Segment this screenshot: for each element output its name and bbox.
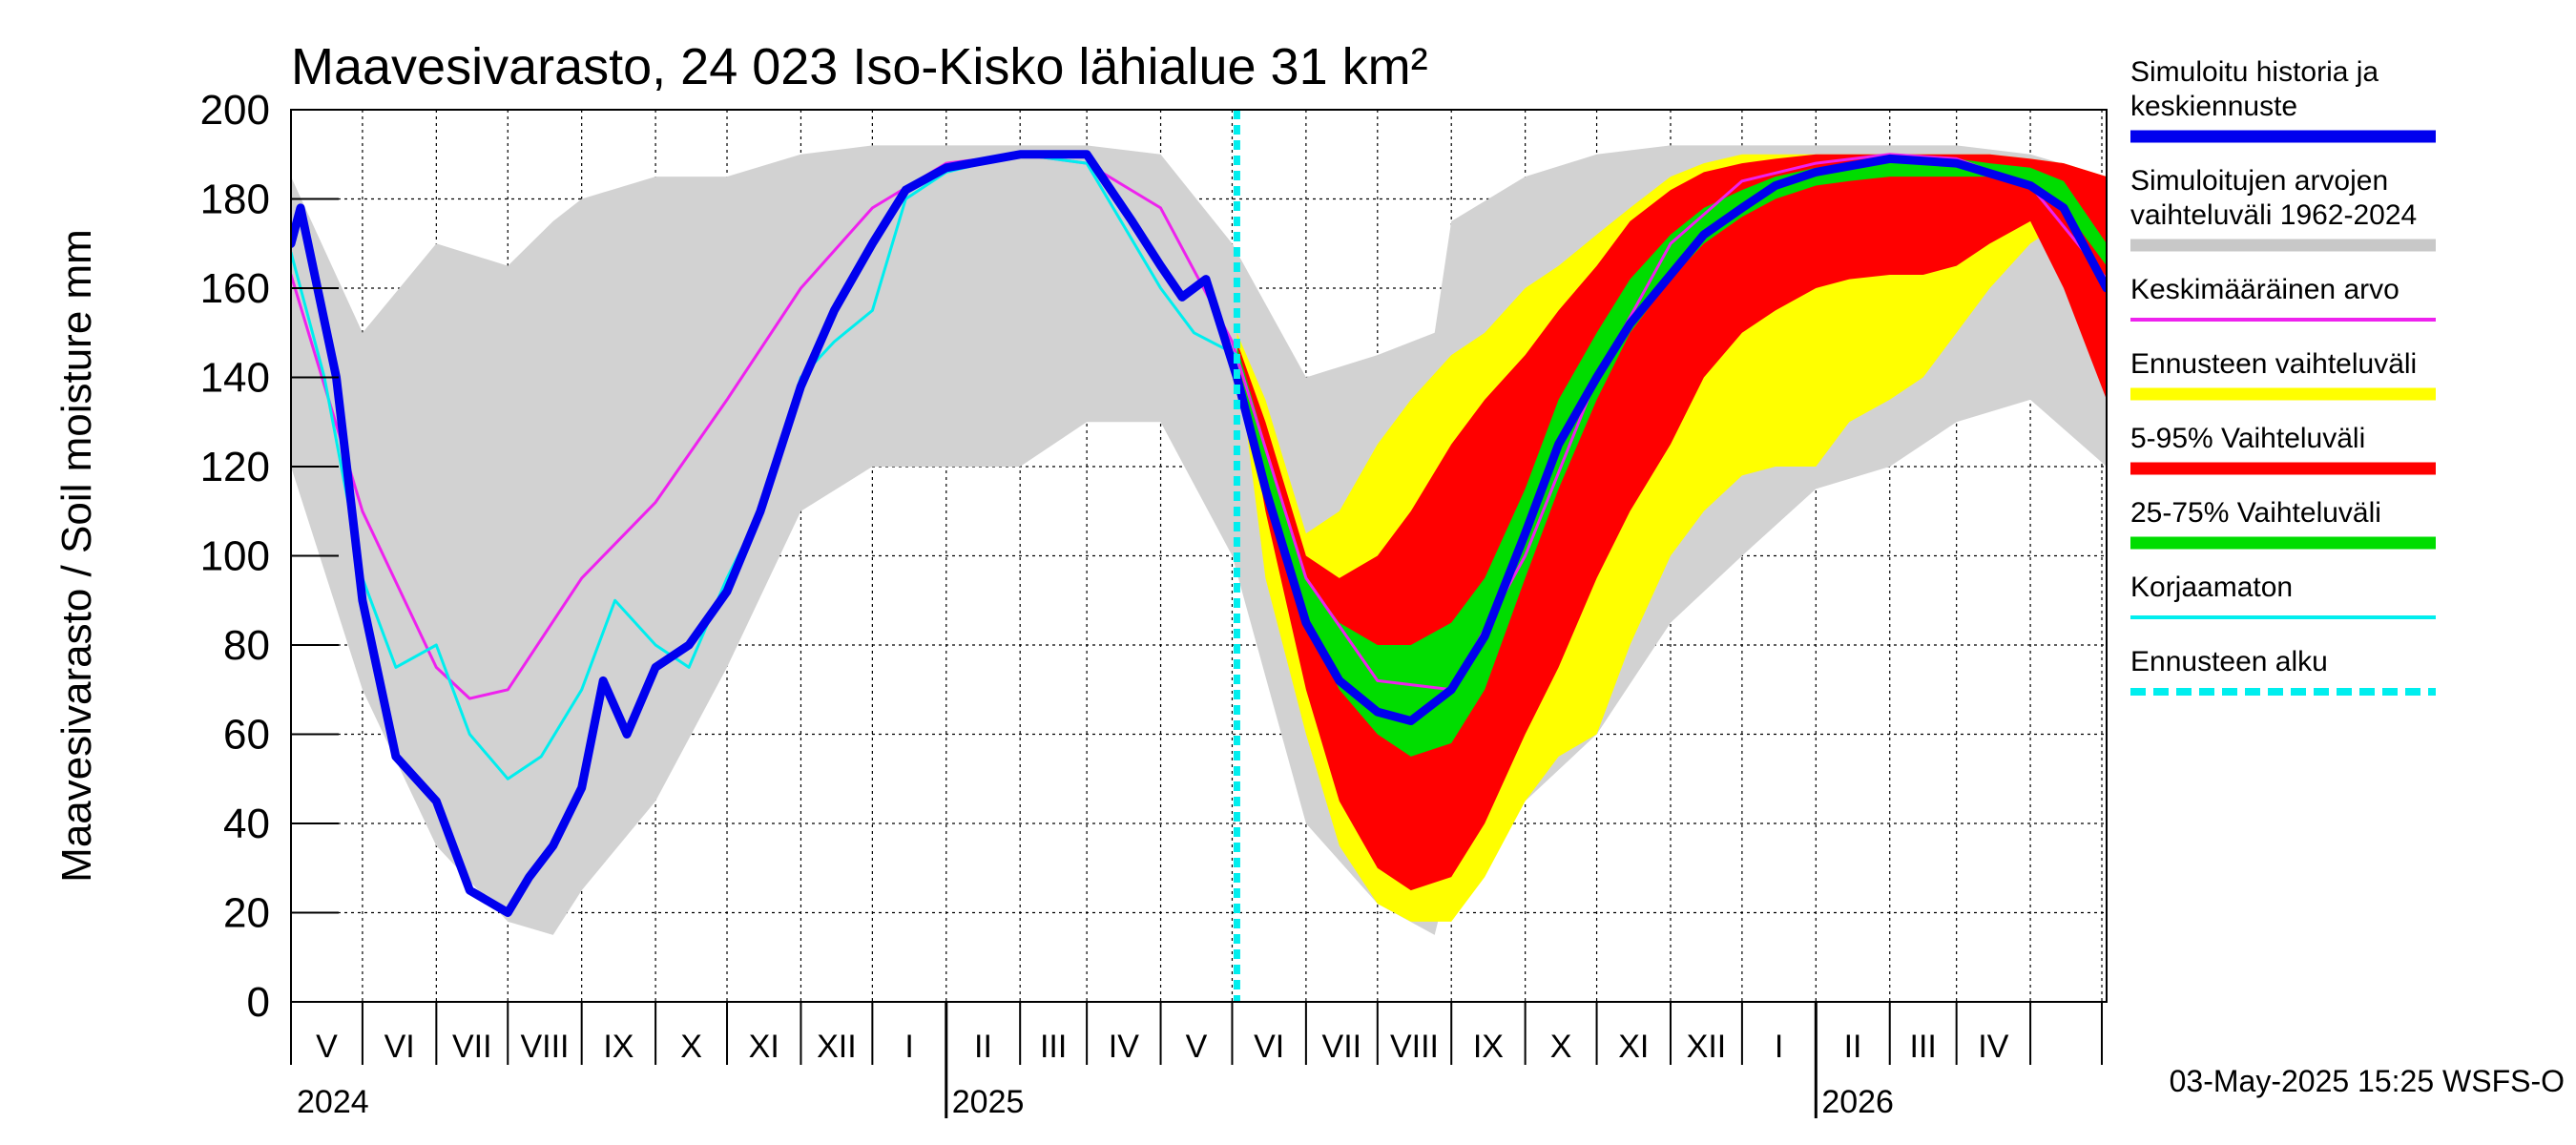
x-month-label: XI	[1618, 1029, 1649, 1065]
x-month-label: VI	[1254, 1029, 1284, 1065]
x-month-label: IX	[1473, 1029, 1504, 1065]
legend-item-keskim-r-inen-arvo: Keskimääräinen arvo	[2130, 274, 2436, 322]
legend-item-25-75-vaihteluv-li: 25-75% Vaihteluväli	[2130, 497, 2436, 550]
x-year-label: 2024	[297, 1084, 369, 1120]
x-month-label: XII	[1687, 1029, 1727, 1065]
legend-item-ennusteen-vaihteluv-li: Ennusteen vaihteluväli	[2130, 348, 2436, 401]
x-month-label: IX	[603, 1029, 634, 1065]
x-month-label: X	[1550, 1029, 1572, 1065]
y-axis-label: Maavesivarasto / Soil moisture mm	[53, 229, 100, 883]
y-tick-label: 100	[200, 533, 270, 580]
y-tick-label: 140	[200, 355, 270, 402]
chart-title: Maavesivarasto, 24 023 Iso-Kisko lähialu…	[291, 38, 1428, 95]
x-month-label: X	[680, 1029, 702, 1065]
x-month-label: V	[316, 1029, 338, 1065]
y-tick-label: 60	[223, 712, 270, 759]
legend-label: 5-95% Vaihteluväli	[2130, 423, 2365, 454]
line-simuloitu-historia-ja-keskiennuste	[291, 150, 2107, 917]
x-month-label: VI	[384, 1029, 415, 1065]
x-month-label: II	[974, 1029, 992, 1065]
x-month-label: III	[1910, 1029, 1937, 1065]
y-tick-label: 20	[223, 890, 270, 937]
x-year-label: 2025	[952, 1084, 1025, 1120]
y-tick-label: 40	[223, 801, 270, 847]
y-tick-label: 200	[200, 87, 270, 134]
x-month-label: XII	[817, 1029, 857, 1065]
x-month-label: I	[904, 1029, 913, 1065]
legend-label: Ennusteen vaihteluväli	[2130, 348, 2417, 380]
x-month-label: I	[1775, 1029, 1783, 1065]
x-month-label: VIII	[1390, 1029, 1439, 1065]
x-month-label: III	[1040, 1029, 1067, 1065]
legend-label: keskiennuste	[2130, 91, 2297, 122]
x-year-label: 2026	[1821, 1084, 1894, 1120]
y-tick-label: 80	[223, 622, 270, 669]
legend-label: Simuloitujen arvojen	[2130, 165, 2388, 197]
legend-item-korjaamaton: Korjaamaton	[2130, 572, 2436, 619]
y-tick-label: 0	[247, 979, 270, 1026]
x-month-label: V	[1186, 1029, 1208, 1065]
x-month-label: IV	[1109, 1029, 1139, 1065]
legend-item-ennusteen-alku: Ennusteen alku	[2130, 646, 2436, 696]
legend-label: Korjaamaton	[2130, 572, 2293, 603]
y-tick-label: 160	[200, 265, 270, 312]
legend: Simuloitu historia jakeskiennusteSimuloi…	[2130, 56, 2436, 696]
legend-label: Ennusteen alku	[2130, 646, 2328, 677]
y-tick-label: 120	[200, 444, 270, 490]
x-month-label: II	[1844, 1029, 1862, 1065]
legend-label: Keskimääräinen arvo	[2130, 274, 2399, 305]
x-month-label: VII	[1322, 1029, 1362, 1065]
x-month-label: XI	[749, 1029, 779, 1065]
legend-label: 25-75% Vaihteluväli	[2130, 497, 2381, 529]
x-axis: V VI VII VIII IX X XI XII I II III IV V VI VII VIII IX X X…	[290, 1002, 2104, 1120]
y-axis: 0 20 40 60 80 100 120 140 160 180 200	[200, 87, 339, 1026]
line-keskim-r-inen-arvo	[291, 153, 2107, 700]
x-month-label: IV	[1978, 1029, 2008, 1065]
footer-timestamp: 03-May-2025 15:25 WSFS-O	[2170, 1064, 2565, 1098]
x-month-label: VII	[452, 1029, 492, 1065]
series-group	[291, 145, 2107, 935]
x-month-label: VIII	[520, 1029, 569, 1065]
y-tick-label: 180	[200, 177, 270, 223]
legend-label: Simuloitu historia ja	[2130, 56, 2379, 88]
legend-item-5-95-vaihteluv-li: 5-95% Vaihteluväli	[2130, 423, 2436, 475]
legend-label: vaihteluväli 1962-2024	[2130, 199, 2417, 231]
